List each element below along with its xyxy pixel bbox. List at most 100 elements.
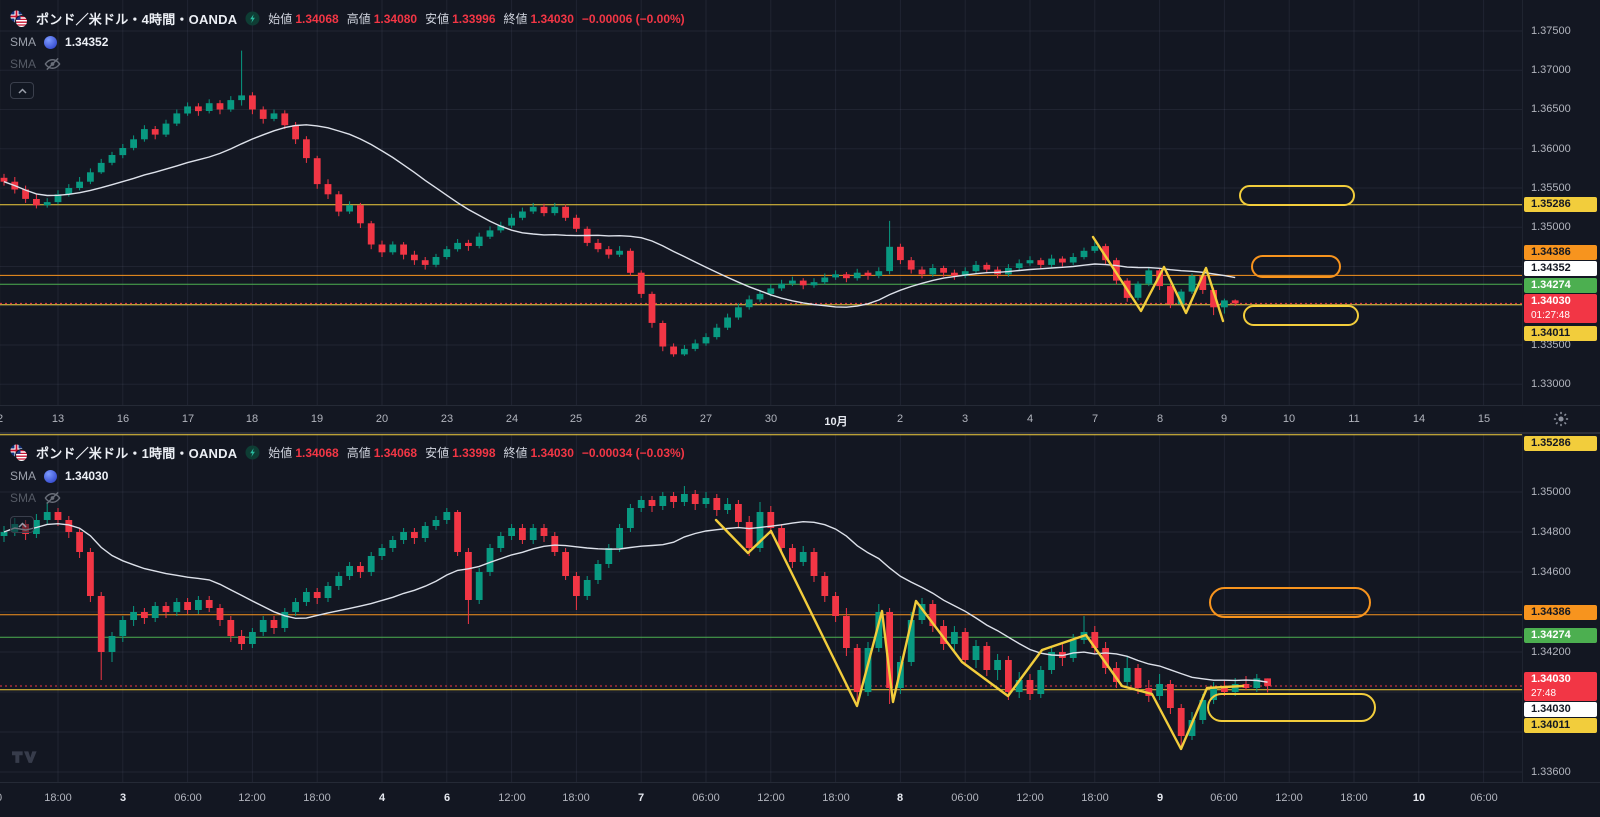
time-tick: 12:00 (1275, 792, 1303, 804)
time-tick: 00 (0, 792, 20, 804)
price-label: 1.35286 (1524, 436, 1597, 451)
price-tick: 1.34600 (1531, 566, 1571, 578)
drawing-rounded-rect[interactable] (1209, 587, 1371, 618)
time-tick: 20 (375, 413, 389, 425)
close-label: 終値 (503, 12, 528, 26)
time-tick: 14 (1412, 413, 1426, 425)
time-tick: 12:00 (1016, 792, 1044, 804)
time-tick: 12:00 (238, 792, 266, 804)
change-value: −0.00034 (−0.03%) (581, 445, 685, 460)
symbol-title[interactable]: ポンド／米ドル・1時間・OANDA (36, 446, 238, 461)
price-tick: 1.34200 (1531, 646, 1571, 658)
price-tick: 1.36000 (1531, 143, 1571, 155)
price-label: 1.34274 (1524, 278, 1597, 293)
market-status-icon[interactable] (245, 445, 260, 460)
price-tick: 1.33600 (1531, 766, 1571, 778)
visibility-off-icon[interactable] (44, 491, 61, 505)
sma-line[interactable] (3, 520, 1268, 683)
horizontal-price-lines[interactable] (0, 204, 1522, 306)
chart-panel-4h: ポンド／米ドル・4時間・OANDA 始値 1.34068 高値 1.34080 安値… (0, 0, 1600, 432)
sma-value: 1.34352 (65, 35, 109, 49)
change-value: −0.00006 (−0.00%) (581, 11, 685, 26)
candlestick-chart-4h[interactable] (0, 0, 1522, 405)
open-value: 1.34068 (295, 11, 339, 26)
time-tick: 8 (896, 792, 904, 804)
time-tick: 12:00 (498, 792, 526, 804)
price-tick: 1.37500 (1531, 25, 1571, 37)
time-tick: 06:00 (951, 792, 979, 804)
low-label: 安値 (425, 12, 450, 26)
sma2-indicator-label[interactable]: SMA (10, 57, 37, 71)
panel-separator[interactable] (0, 432, 1600, 434)
time-tick: 7 (637, 792, 645, 804)
time-axis-1h[interactable]: 00 18:00 3 06:00 12:00 18:00 4 6 12:00 18:00 7 06:0… (0, 782, 1600, 817)
chart-area-4h[interactable]: ポンド／米ドル・4時間・OANDA 始値 1.34068 高値 1.34080 安値… (0, 0, 1522, 405)
price-label: 1.35286 (1524, 197, 1597, 212)
time-tick: 23 (440, 413, 454, 425)
time-tick: 17 (181, 413, 195, 425)
price-label: 1.34030 (1524, 702, 1597, 717)
time-tick: 11 (1348, 413, 1360, 425)
visibility-off-icon[interactable] (44, 57, 61, 71)
time-tick: 9 (1156, 792, 1164, 804)
chart-area-1h[interactable]: ポンド／米ドル・1時間・OANDA 始値 1.34068 高値 1.34068 安値… (0, 434, 1522, 782)
sma-indicator-label[interactable]: SMA (10, 469, 37, 483)
price-label: 1.34011 (1524, 718, 1597, 733)
price-label: 1.34386 (1524, 605, 1597, 620)
drawing-rounded-rect[interactable] (1207, 693, 1376, 722)
time-tick: 10月 (824, 416, 848, 428)
legend-collapse-button[interactable] (10, 82, 34, 99)
drawing-rounded-rect[interactable] (1239, 185, 1355, 206)
time-tick: 16 (116, 413, 130, 425)
price-tick: 1.34800 (1531, 526, 1571, 538)
price-tick: 1.37000 (1531, 64, 1571, 76)
time-tick: 19 (310, 413, 324, 425)
close-value: 1.34030 (530, 11, 574, 26)
drawing-zigzag[interactable] (1091, 235, 1225, 323)
high-label: 高値 (346, 12, 371, 26)
time-tick: 30 (764, 413, 778, 425)
price-label: 1.34386 (1524, 245, 1597, 260)
time-tick: 18:00 (303, 792, 331, 804)
close-value: 1.34030 (530, 445, 574, 460)
horizontal-price-lines[interactable] (0, 434, 1522, 691)
drawing-rounded-rect[interactable] (1251, 255, 1341, 278)
symbol-title[interactable]: ポンド／米ドル・4時間・OANDA (36, 12, 238, 27)
time-tick: 13 (51, 413, 65, 425)
price-tick: 1.33500 (1531, 339, 1571, 351)
time-tick: 6 (443, 792, 451, 804)
price-tick: 1.35500 (1531, 182, 1571, 194)
time-tick: 27 (699, 413, 713, 425)
time-axis-4h[interactable]: 213161718192023242526273010月234789101114… (0, 405, 1600, 432)
drawing-zigzag[interactable] (714, 518, 1245, 751)
grid (0, 434, 1522, 782)
price-label: 1.34274 (1524, 628, 1597, 643)
time-tick: 26 (634, 413, 648, 425)
sma-line[interactable] (3, 124, 1236, 308)
tradingview-logo-icon[interactable] (12, 749, 44, 772)
price-scale-4h[interactable]: 1.37500 1.37000 1.36500 1.36000 1.35500 1.350… (1522, 0, 1600, 405)
legend-1h: ポンド／米ドル・1時間・OANDA 始値 1.34068 高値 1.34068 安値… (10, 440, 685, 533)
time-tick: 2 (0, 413, 24, 425)
price-tick: 1.35000 (1531, 221, 1571, 233)
sma2-indicator-label[interactable]: SMA (10, 491, 37, 505)
drawing-rounded-rect[interactable] (1243, 305, 1359, 326)
time-tick: 18 (245, 413, 259, 425)
time-tick: 18:00 (562, 792, 590, 804)
time-tick: 3 (119, 792, 127, 804)
sma-indicator-label[interactable]: SMA (10, 35, 37, 49)
time-tick: 18:00 (1081, 792, 1109, 804)
price-scale-1h[interactable]: 1.35000 1.34800 1.34600 1.34200 1.33600 1.352… (1522, 434, 1600, 782)
time-tick: 10 (1282, 413, 1296, 425)
high-value: 1.34080 (373, 11, 418, 26)
candles (0, 50, 1239, 357)
time-tick: 15 (1477, 413, 1491, 425)
time-tick: 06:00 (1470, 792, 1498, 804)
legend-collapse-button[interactable] (10, 516, 34, 533)
chart-panel-1h: ポンド／米ドル・1時間・OANDA 始値 1.34068 高値 1.34068 安値… (0, 434, 1600, 817)
settings-gear-icon[interactable] (1552, 410, 1570, 428)
time-tick: 8 (1156, 413, 1164, 425)
time-tick: 06:00 (692, 792, 720, 804)
time-tick: 18:00 (822, 792, 850, 804)
market-status-icon[interactable] (245, 11, 260, 26)
